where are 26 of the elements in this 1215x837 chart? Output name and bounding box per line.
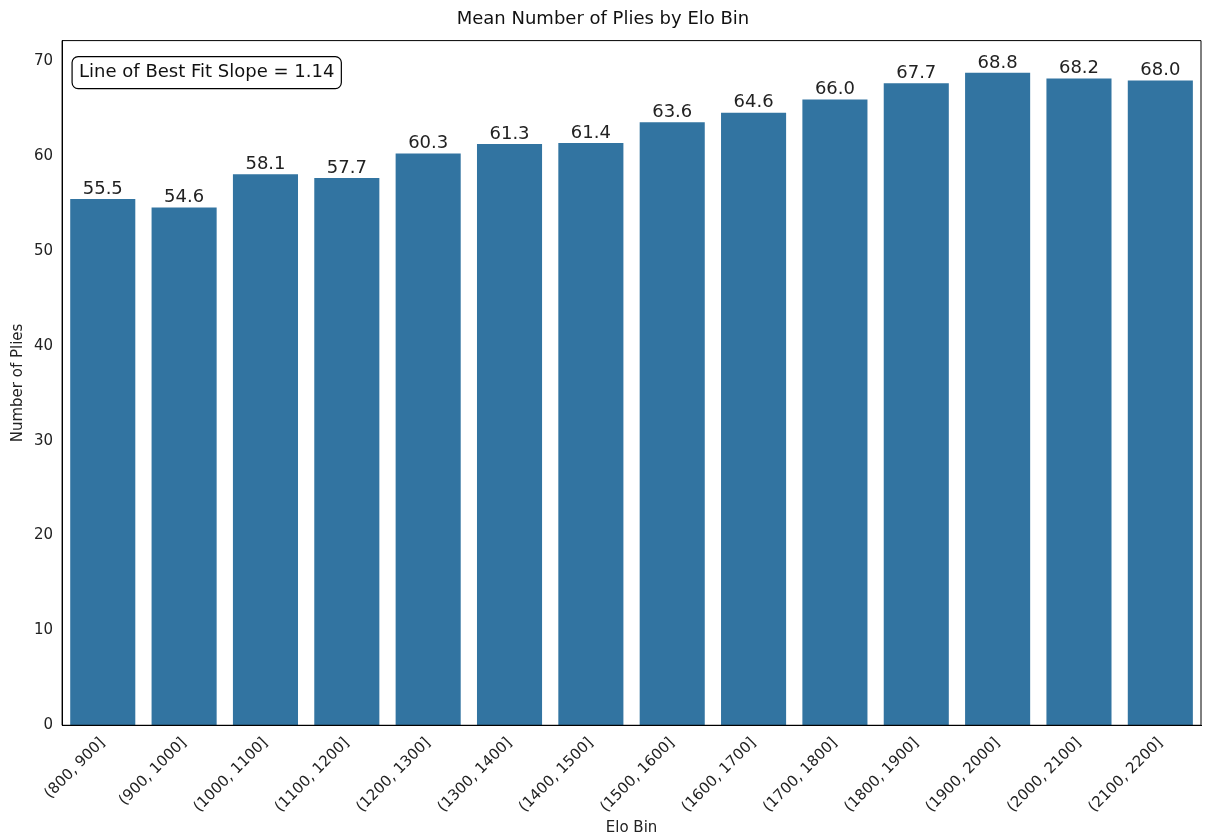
annotation: Line of Best Fit Slope = 1.14 — [79, 60, 335, 82]
data-label: 61.3 — [489, 121, 530, 143]
data-label: 55.5 — [82, 176, 123, 198]
y-axis-title: Number of Plies — [7, 323, 26, 443]
data-label: 60.3 — [408, 131, 449, 153]
y-tick-label: 30 — [33, 430, 54, 449]
y-tick-label: 50 — [33, 241, 54, 260]
y-tick-label: 70 — [33, 51, 54, 70]
y-tick-label: 40 — [33, 335, 54, 354]
data-label: 68.0 — [1140, 58, 1181, 80]
data-label: 68.8 — [977, 50, 1018, 72]
data-label: 54.6 — [164, 185, 205, 207]
data-label: 67.7 — [896, 60, 937, 82]
data-label: 64.6 — [733, 90, 774, 112]
x-axis-title: Elo Bin — [605, 817, 658, 836]
y-tick-label: 0 — [43, 715, 54, 734]
data-label: 61.4 — [570, 120, 611, 142]
y-tick-label: 60 — [33, 146, 54, 165]
data-label: 57.7 — [326, 155, 367, 177]
chart-title: Mean Number of Plies by Elo Bin — [456, 7, 750, 29]
y-tick-label: 20 — [33, 525, 54, 544]
data-label: 58.1 — [245, 151, 286, 173]
y-tick-label: 10 — [33, 620, 54, 639]
data-label: 66.0 — [814, 77, 855, 99]
data-label: 63.6 — [652, 99, 693, 121]
data-label: 68.2 — [1058, 56, 1100, 78]
